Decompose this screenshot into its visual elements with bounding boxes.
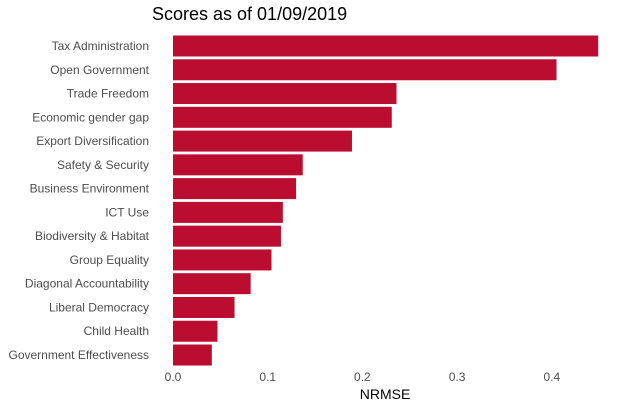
y-tick-label: Group Equality [70, 253, 149, 267]
bar [173, 130, 352, 152]
x-tick-label: 0.4 [543, 370, 560, 384]
bar [173, 225, 281, 247]
y-tick-label: Safety & Security [57, 158, 149, 172]
bars-group [173, 35, 599, 366]
y-tick-label: ICT Use [105, 205, 149, 219]
x-tick-labels: 0.0 0.1 0.2 0.3 0.4 [165, 370, 561, 384]
y-tick-label: Trade Freedom [67, 87, 149, 101]
y-tick-labels: Tax Administration Open Government Trade F… [8, 39, 149, 362]
x-tick-label: 0.0 [165, 370, 182, 384]
x-tick-label: 0.3 [449, 370, 466, 384]
x-axis-label: NRMSE [360, 386, 411, 402]
x-tick-label: 0.1 [259, 370, 276, 384]
y-tick-label: Tax Administration [52, 39, 149, 53]
bar [173, 296, 235, 318]
y-tick-label: Economic gender gap [32, 110, 149, 124]
bar [173, 83, 397, 105]
bar [173, 201, 283, 223]
y-tick-label: Government Effectiveness [8, 348, 149, 362]
bar [173, 154, 303, 176]
y-tick-label: Child Health [84, 324, 149, 338]
y-tick-label: Liberal Democracy [49, 300, 149, 314]
chart-title: Scores as of 01/09/2019 [152, 4, 347, 24]
y-tick-label: Business Environment [30, 182, 150, 196]
bar [173, 344, 212, 366]
bar [173, 320, 218, 342]
y-tick-label: Open Government [50, 63, 149, 77]
x-tick-label: 0.2 [354, 370, 371, 384]
y-tick-label: Export Diversification [36, 134, 149, 148]
bar [173, 178, 297, 200]
bar [173, 35, 599, 57]
bar [173, 106, 392, 128]
bar [173, 249, 272, 271]
y-tick-label: Diagonal Accountability [25, 277, 149, 291]
bar [173, 59, 557, 81]
y-tick-label: Biodiversity & Habitat [35, 229, 150, 243]
bar [173, 273, 251, 295]
